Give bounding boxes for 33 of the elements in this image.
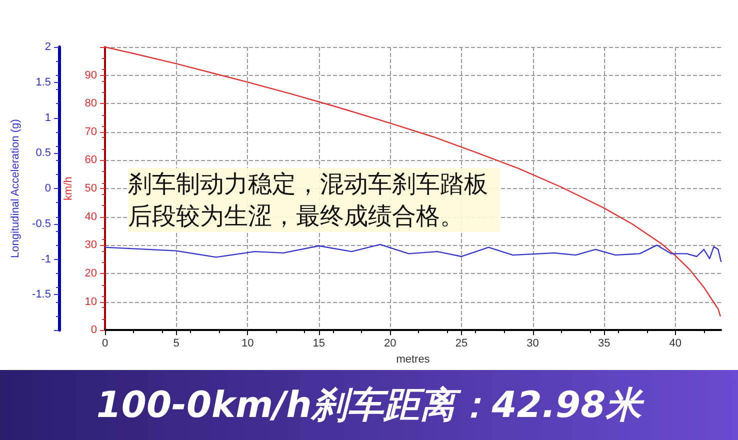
y-tick-label: 0: [90, 324, 97, 336]
y2-tick-label: 0: [44, 182, 51, 195]
x-tick-label: 30: [526, 338, 539, 350]
x-axis-title: metres: [396, 354, 430, 366]
y2-tick-label: 0.5: [36, 147, 51, 160]
x-tick-label: 20: [384, 338, 396, 350]
annotation: 刹车制动力稳定，混动车刹车踏板后段较为生涩，最终成绩合格。: [128, 170, 488, 230]
y-tick-label: 70: [84, 126, 97, 138]
y-tick-label: 80: [84, 98, 97, 110]
y-tick-label: 50: [84, 182, 97, 195]
x-tick-label: 35: [598, 338, 610, 350]
y2-tick-label: -1: [41, 253, 51, 266]
x-tick-label: 10: [241, 338, 254, 350]
x-tick-label: 0: [102, 338, 108, 350]
banner: 100-0km/h刹车距离：42.98米: [0, 370, 738, 440]
x-tick-label: 40: [669, 338, 682, 350]
y-tick-label: 60: [84, 154, 97, 166]
x-tick-label: 25: [455, 338, 468, 350]
y2-tick-label: -0.5: [32, 218, 51, 230]
x-tick-label: 15: [312, 338, 326, 350]
y2-tick-label: 2: [44, 41, 51, 53]
y2-tick-label: 1.5: [36, 76, 51, 88]
y-tick-label: 10: [84, 296, 97, 308]
y-tick-label: 20: [84, 267, 97, 280]
x-tick-label: 5: [173, 338, 180, 350]
line-series: [104, 244, 722, 262]
y2-axis-title: Longitudinal Acceleration (g): [10, 119, 22, 258]
y2-tick-label: -1.5: [32, 288, 51, 301]
y-axis-title: km/h: [62, 176, 74, 200]
y-tick-label: 40: [84, 210, 97, 223]
y-tick-label: 90: [84, 69, 97, 82]
y-tick-label: 30: [84, 239, 97, 252]
y2-tick-label: 1: [44, 112, 51, 124]
